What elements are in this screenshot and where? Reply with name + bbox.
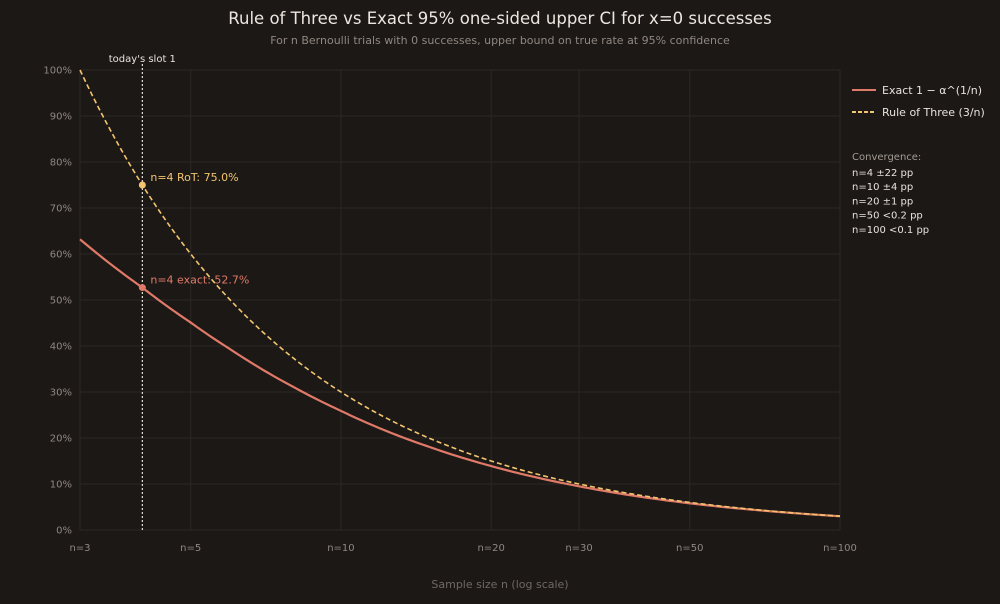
y-tick-label: 0% xyxy=(56,526,72,537)
convergence-line: n=10 ±4 pp xyxy=(852,182,913,193)
convergence-panel: Convergence: n=4 ±22 pp n=10 ±4 pp n=20 ±1 … xyxy=(852,152,929,236)
convergence-title: Convergence: xyxy=(852,152,921,163)
annotation-label: n=4 RoT: 75.0% xyxy=(150,171,238,184)
chart-subtitle: For n Bernoulli trials with 0 successes,… xyxy=(270,34,730,47)
y-tick-label: 50% xyxy=(50,296,72,307)
annotations: n=4 RoT: 75.0% n=4 exact: 52.7% xyxy=(138,171,249,292)
x-tick-label: n=30 xyxy=(565,543,592,554)
x-axis-label: Sample size n (log scale) xyxy=(431,578,568,591)
y-tick-label: 60% xyxy=(50,250,72,261)
x-tick-label: n=10 xyxy=(327,543,354,554)
chart-title: Rule of Three vs Exact 95% one-sided upp… xyxy=(228,9,771,28)
series-group xyxy=(79,69,841,518)
convergence-line: n=100 <0.1 pp xyxy=(852,225,929,236)
x-tick-label: n=5 xyxy=(180,543,201,554)
x-tick-label: n=100 xyxy=(823,543,857,554)
convergence-line: n=4 ±22 pp xyxy=(852,168,913,179)
y-tick-label: 40% xyxy=(50,342,72,353)
y-tick-label: 70% xyxy=(50,204,72,215)
convergence-line: n=50 <0.2 pp xyxy=(852,211,923,222)
legend: Exact 1 − α^(1/n) Rule of Three (3/n) xyxy=(852,84,985,119)
annotation-point xyxy=(138,284,146,292)
convergence-line: n=20 ±1 pp xyxy=(852,196,913,207)
y-tick-label: 100% xyxy=(43,66,72,77)
marker-label: today's slot 1 xyxy=(109,54,176,65)
grid xyxy=(79,69,841,531)
axis-ticks: 0% 10% 20% 30% 40% 50% 60% 70% 80% 90% 100% n=3 n=5 n… xyxy=(43,66,857,555)
y-tick-label: 90% xyxy=(50,112,72,123)
legend-label: Exact 1 − α^(1/n) xyxy=(882,84,982,97)
y-tick-label: 20% xyxy=(50,434,72,445)
x-tick-label: n=3 xyxy=(69,543,90,554)
series-line-1 xyxy=(79,69,841,517)
annotation-label: n=4 exact: 52.7% xyxy=(150,274,249,287)
marker-group: today's slot 1 xyxy=(109,54,176,530)
y-tick-label: 10% xyxy=(50,480,72,491)
x-tick-label: n=20 xyxy=(477,543,504,554)
y-tick-label: 80% xyxy=(50,158,72,169)
y-tick-label: 30% xyxy=(50,388,72,399)
annotation-point xyxy=(138,181,146,189)
legend-label: Rule of Three (3/n) xyxy=(882,106,985,119)
x-tick-label: n=50 xyxy=(676,543,703,554)
